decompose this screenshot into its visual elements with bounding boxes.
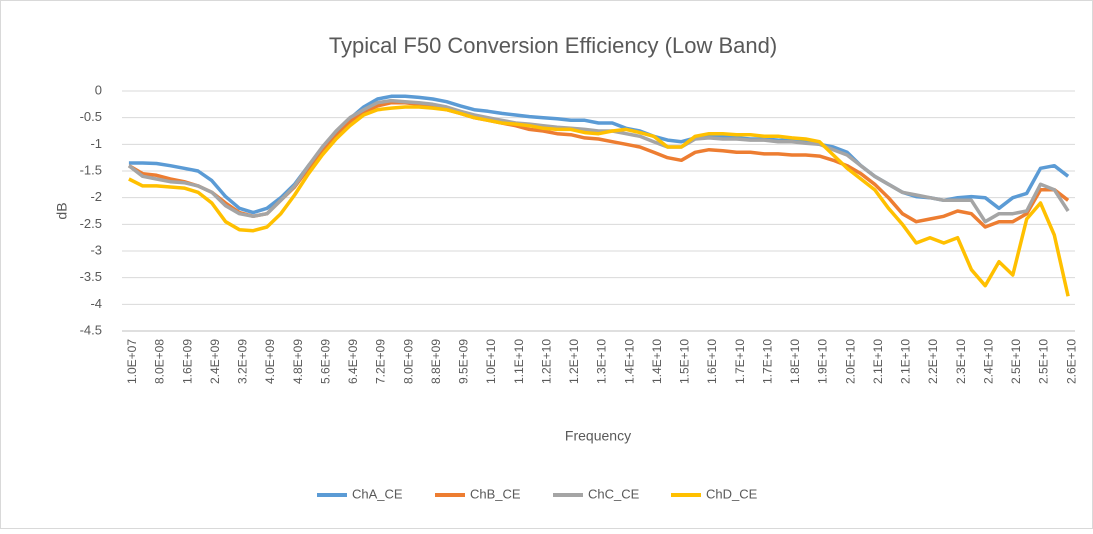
x-tick-label: 2.0E+10: [843, 339, 857, 384]
x-tick-label: 2.1E+10: [899, 339, 913, 384]
legend-label: ChA_CE: [352, 486, 403, 501]
series-line: [128, 105, 1070, 297]
x-tick-label: 8.0E+09: [401, 339, 415, 384]
x-tick-label: 8.8E+09: [429, 339, 443, 384]
y-tick-label: -4.5: [80, 322, 102, 337]
x-tick-label: 1.2E+10: [539, 339, 553, 384]
y-tick-label: -3.5: [80, 269, 102, 284]
x-tick-label: 4.0E+09: [263, 339, 277, 384]
x-tick-label: 4.8E+09: [291, 339, 305, 384]
x-tick-label: 1.4E+10: [650, 339, 664, 384]
x-tick-label: 2.6E+10: [1064, 339, 1078, 384]
y-tick-label: -0.5: [80, 109, 102, 124]
x-tick-label: 5.6E+09: [318, 339, 332, 384]
y-tick-label: -2.5: [80, 216, 102, 231]
x-tick-label: 9.5E+09: [457, 339, 471, 384]
x-tick-label: 1.6E+09: [180, 339, 194, 384]
x-tick-label: 6.4E+09: [346, 339, 360, 384]
series-line: [127, 98, 1070, 224]
x-tick-label: 1.9E+10: [816, 339, 830, 384]
x-tick-label: 7.2E+09: [374, 339, 388, 384]
x-tick-label: 1.0E+07: [125, 339, 139, 384]
y-tick-label: -4: [90, 296, 102, 311]
x-tick-label: 2.2E+10: [926, 339, 940, 384]
legend-label: ChD_CE: [706, 486, 758, 501]
y-tick-label: -2: [90, 189, 102, 204]
x-tick-label: 2.5E+10: [1037, 339, 1051, 384]
x-tick-label: 2.4E+10: [981, 339, 995, 384]
x-tick-label: 1.8E+10: [788, 339, 802, 384]
legend-label: ChB_CE: [470, 486, 521, 501]
x-tick-label: 2.1E+10: [871, 339, 885, 384]
x-tick-label: 1.4E+10: [622, 339, 636, 384]
x-tick-label: 1.0E+10: [484, 339, 498, 384]
y-tick-label: -3: [90, 242, 102, 257]
chart-title: Typical F50 Conversion Efficiency (Low B…: [329, 33, 777, 58]
y-axis-label: dB: [54, 202, 70, 219]
x-tick-label: 1.7E+10: [760, 339, 774, 384]
x-tick-label: 1.2E+10: [567, 339, 581, 384]
x-tick-label: 3.2E+09: [236, 339, 250, 384]
x-tick-label: 8.0E+08: [153, 339, 167, 384]
x-axis-label: Frequency: [565, 428, 631, 444]
x-tick-label: 1.3E+10: [595, 339, 609, 384]
y-tick-label: 0: [95, 82, 102, 97]
legend-label: ChC_CE: [588, 486, 640, 501]
x-tick-label: 2.5E+10: [1009, 339, 1023, 384]
x-tick-label: 1.1E+10: [512, 339, 526, 384]
x-tick-label: 1.7E+10: [733, 339, 747, 384]
x-tick-label: 2.3E+10: [954, 339, 968, 384]
y-tick-label: -1.5: [80, 162, 102, 177]
x-tick-label: 1.5E+10: [678, 339, 692, 384]
y-tick-label: -1: [90, 136, 102, 151]
x-tick-label: 2.4E+09: [208, 339, 222, 384]
x-tick-label: 1.6E+10: [705, 339, 719, 384]
